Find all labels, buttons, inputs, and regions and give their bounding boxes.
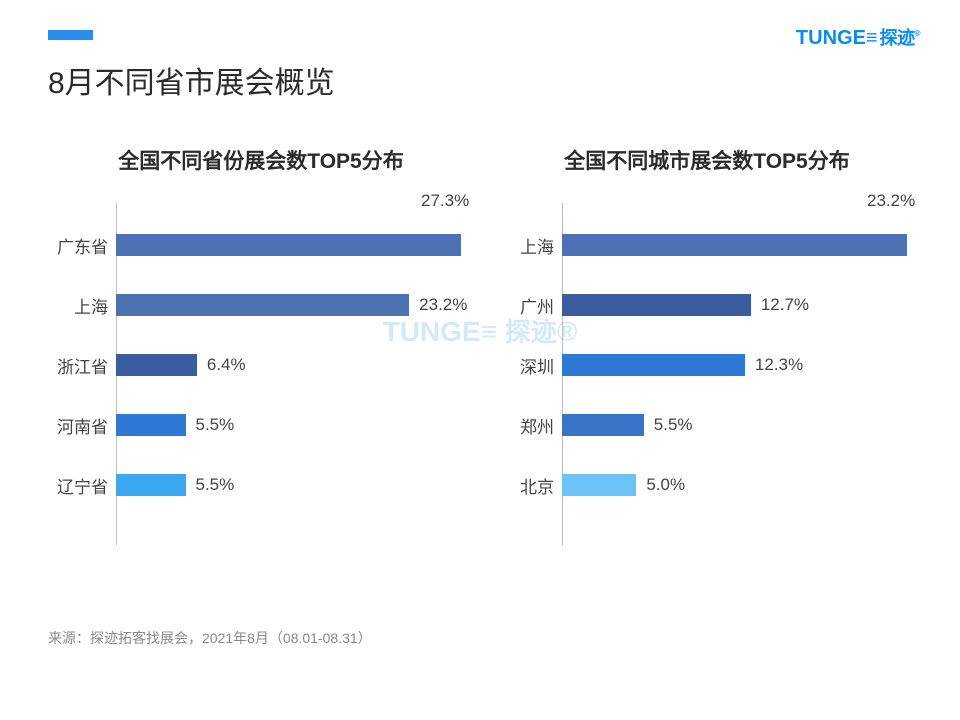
category-label: 深圳 (494, 353, 554, 378)
category-label: 上海 (494, 233, 554, 258)
source-text: 来源：探迹拓客找展会，2021年8月（08.01-08.31） (48, 628, 372, 648)
province-chart: 全国不同省份展会数TOP5分布广东省27.3%上海23.2%浙江省6.4%河南省… (48, 145, 474, 515)
value-label: 12.3% (755, 355, 803, 375)
logo-text-en: TUNGE (796, 27, 866, 50)
value-label: 5.5% (196, 415, 235, 435)
logo-bars-icon: ≡ (866, 27, 878, 50)
bar-row: 上海23.2% (116, 275, 474, 335)
bar (116, 474, 186, 496)
bar-row: 广东省27.3% (116, 215, 474, 275)
logo-text-cn: 探迹 (880, 24, 915, 50)
bar-row: 河南省5.5% (116, 395, 474, 455)
value-label: 5.5% (654, 415, 693, 435)
bar-area: 广东省27.3%上海23.2%浙江省6.4%河南省5.5%辽宁省5.5% (48, 215, 474, 515)
bar (562, 354, 745, 376)
bar-row: 辽宁省5.5% (116, 455, 474, 515)
bar (116, 234, 461, 256)
value-label: 5.0% (646, 475, 685, 495)
bar (116, 294, 409, 316)
bar (562, 294, 751, 316)
chart-title: 全国不同省份展会数TOP5分布 (48, 145, 474, 175)
value-label: 6.4% (207, 355, 246, 375)
bar (562, 474, 636, 496)
category-label: 浙江省 (48, 353, 108, 378)
category-label: 河南省 (48, 413, 108, 438)
bar (116, 354, 197, 376)
bar-row: 深圳12.3% (562, 335, 920, 395)
value-label: 23.2% (867, 191, 915, 211)
city-chart: 全国不同城市展会数TOP5分布上海23.2%广州12.7%深圳12.3%郑州5.… (494, 145, 920, 515)
bar-row: 浙江省6.4% (116, 335, 474, 395)
bar (562, 414, 644, 436)
bar (562, 234, 907, 256)
bar (116, 414, 186, 436)
value-label: 5.5% (196, 475, 235, 495)
category-label: 广东省 (48, 233, 108, 258)
category-label: 辽宁省 (48, 473, 108, 498)
bar-row: 广州12.7% (562, 275, 920, 335)
bar-area: 上海23.2%广州12.7%深圳12.3%郑州5.5%北京5.0% (494, 215, 920, 515)
chart-title: 全国不同城市展会数TOP5分布 (494, 145, 920, 175)
page-title: 8月不同省市展会概览 (48, 58, 335, 102)
value-label: 12.7% (761, 295, 809, 315)
brand-logo: TUNGE≡探迹® (796, 24, 920, 50)
value-label: 27.3% (421, 191, 469, 211)
bar-row: 上海23.2% (562, 215, 920, 275)
logo-registered-icon: ® (915, 29, 920, 38)
value-label: 23.2% (419, 295, 467, 315)
accent-bar (48, 30, 93, 40)
bar-row: 郑州5.5% (562, 395, 920, 455)
bar-row: 北京5.0% (562, 455, 920, 515)
charts-container: 全国不同省份展会数TOP5分布广东省27.3%上海23.2%浙江省6.4%河南省… (48, 145, 920, 515)
category-label: 北京 (494, 473, 554, 498)
category-label: 上海 (48, 293, 108, 318)
category-label: 郑州 (494, 413, 554, 438)
category-label: 广州 (494, 293, 554, 318)
